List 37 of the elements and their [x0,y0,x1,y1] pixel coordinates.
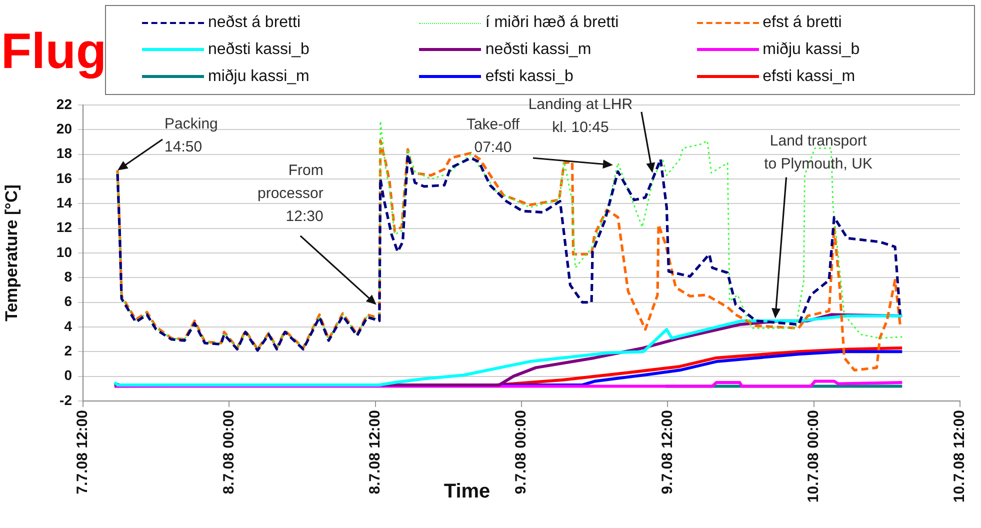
y-tick-label: 16 [56,170,72,186]
y-tick-label: 8 [64,268,72,285]
legend-label: efsti kassi_m [762,68,856,86]
legend-label: miðju kassi_b [762,40,860,59]
annotation: Landing at LHR kl. 10:45 [528,96,633,136]
x-tick-label: 8.7.08 12:00 [366,410,384,494]
legend-label: efsti kassi_b [485,68,574,86]
y-tick-label: 20 [56,120,72,137]
y-tick-label: -2 [60,392,72,408]
legend-label: neðsti kassi_b [208,40,310,59]
y-tick-label: 18 [56,145,72,162]
y-axis-title: Temperature [°C] [2,184,21,322]
y-tick-label: 22 [56,96,72,112]
legend-label: miðju kassi_m [208,68,310,86]
x-axis-title: Time [444,480,490,503]
x-tick-label: 8.7.08 00:00 [220,410,238,494]
x-tick-label: 9.7.08 00:00 [512,410,530,494]
y-tick-label: 4 [64,318,72,334]
x-tick-label: 10.7.08 12:00 [951,410,968,503]
annotation: From processor 12:30 [257,162,324,225]
legend-label: neðsti kassi_m [485,40,592,59]
y-tick-label: 2 [64,342,72,359]
annotation: Packing 14:50 [164,116,218,156]
x-tick-label: 10.7.08 00:00 [804,410,822,503]
y-tick-label: 6 [64,293,72,310]
legend-label: neðst á bretti [208,14,300,32]
text: Flug [1,23,107,79]
annotation: Land transport to Plymouth, UK [764,132,872,173]
y-tick-label: 10 [56,244,72,260]
legend-label: í miðri hæð á bretti [485,14,619,32]
y-tick-label: 12 [56,219,72,236]
y-tick-label: 0 [64,367,72,384]
legend-label: efst á bretti [762,14,842,32]
x-tick-label: 9.7.08 12:00 [658,410,676,494]
x-tick-label: 7.7.08 12:00 [74,410,92,494]
annotation: Take-off 07:40 [466,116,520,156]
y-tick-label: 14 [56,194,72,211]
